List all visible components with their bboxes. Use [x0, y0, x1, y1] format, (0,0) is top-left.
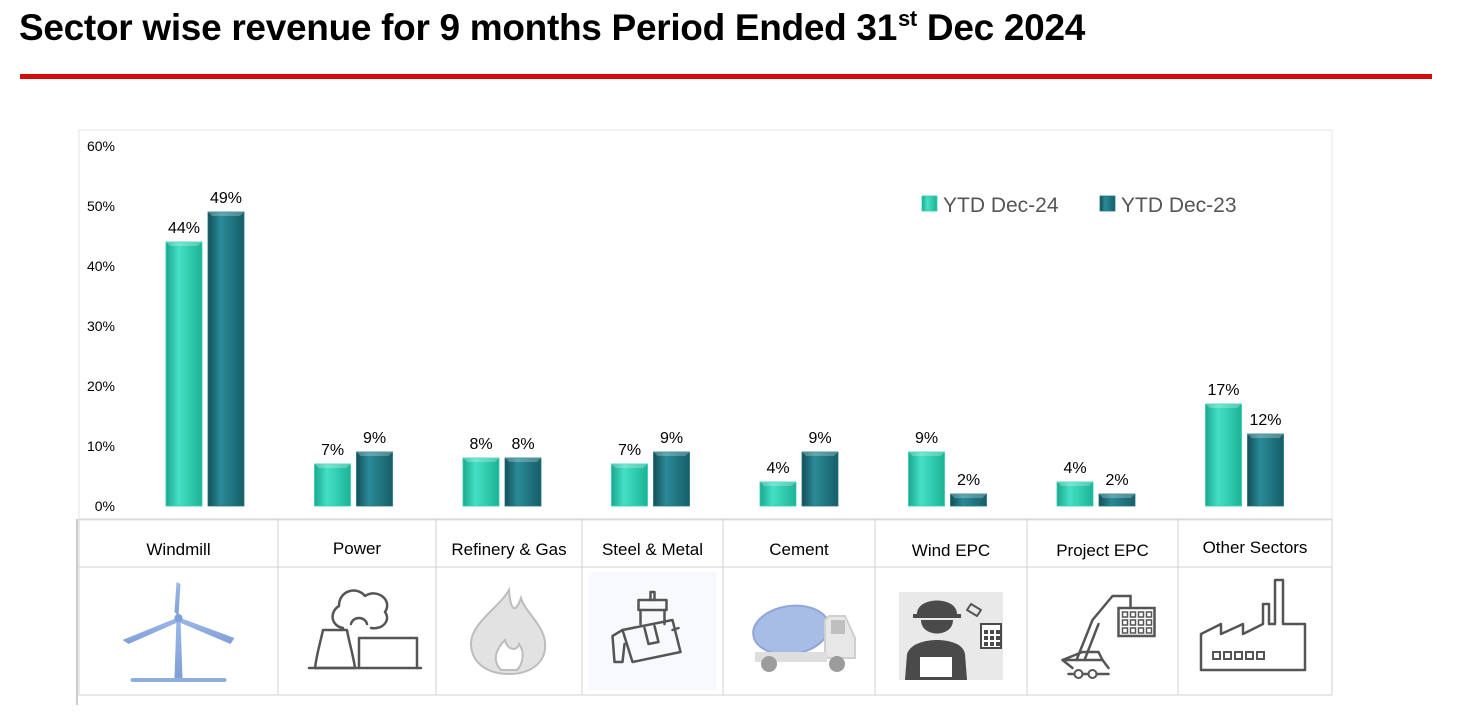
category-label: Cement — [769, 540, 829, 559]
title-main: Sector wise revenue for 9 months Period … — [19, 7, 897, 48]
legend: YTD Dec-24 YTD Dec-23 — [921, 194, 1237, 217]
data-label: 9% — [808, 430, 831, 447]
bar — [356, 451, 393, 507]
bar-bevel — [208, 212, 244, 216]
factory-icon — [1199, 578, 1307, 672]
title-tail: Dec 2024 — [916, 7, 1085, 48]
bar — [462, 457, 500, 507]
bar — [165, 241, 203, 507]
category-label: Windmill — [146, 540, 210, 559]
data-label: 4% — [766, 460, 789, 477]
plot-frame — [78, 129, 1333, 521]
y-tick-label: 60% — [87, 138, 115, 154]
bar — [611, 463, 648, 507]
y-tick-label: 30% — [87, 318, 115, 334]
bar — [314, 463, 351, 507]
bar — [801, 451, 839, 507]
bar-bevel — [950, 494, 987, 498]
data-label: 2% — [957, 472, 980, 489]
y-tick-label: 20% — [87, 378, 115, 394]
legend-label: YTD Dec-24 — [943, 194, 1059, 217]
data-label: 17% — [1207, 382, 1239, 399]
bar — [504, 457, 542, 507]
data-label: 49% — [210, 190, 242, 207]
engineer-icon — [899, 592, 1003, 680]
ladle-icon — [588, 572, 717, 690]
data-label: 9% — [915, 430, 938, 447]
bar-bevel — [802, 452, 838, 456]
title-superscript: st — [897, 6, 917, 31]
power-plant-icon — [307, 589, 423, 670]
bar-bevel — [653, 452, 690, 456]
mixer-truck-icon — [752, 604, 856, 672]
data-label: 8% — [469, 436, 492, 453]
data-label: 7% — [321, 442, 344, 459]
bar — [950, 493, 987, 507]
bar-bevel — [356, 452, 393, 456]
bar-bevel — [463, 458, 499, 462]
legend-swatch — [921, 195, 938, 212]
y-tick-label: 0% — [95, 498, 115, 514]
y-tick-label: 40% — [87, 258, 115, 274]
bar — [653, 451, 690, 507]
bar — [1056, 481, 1094, 507]
category-table: Windmill Power Refinery & Gas Steel & Metal… — [76, 518, 1333, 705]
bars — [165, 211, 1284, 507]
category-label: Other Sectors — [1203, 538, 1308, 557]
category-label: Refinery & Gas — [451, 540, 566, 559]
bar — [908, 451, 945, 507]
category-label: Wind EPC — [912, 541, 990, 560]
sector-icons — [122, 572, 1307, 690]
bar-bevel — [760, 482, 796, 486]
bar — [759, 481, 797, 507]
data-label: 7% — [618, 442, 641, 459]
data-label: 44% — [168, 220, 200, 237]
y-axis: 0% 10% 20% 30% 40% 50% 60% — [87, 138, 115, 514]
bar-bevel — [505, 458, 541, 462]
legend-label: YTD Dec-23 — [1121, 194, 1237, 217]
category-label: Steel & Metal — [602, 540, 703, 559]
windmill-icon — [122, 582, 235, 682]
y-tick-label: 10% — [87, 438, 115, 454]
crane-icon — [1061, 594, 1156, 679]
bar-bevel — [1057, 482, 1093, 486]
data-label: 4% — [1063, 460, 1086, 477]
bar-bevel — [314, 464, 351, 468]
bar-bevel — [166, 242, 202, 246]
data-label: 2% — [1105, 472, 1128, 489]
bar — [1247, 433, 1284, 507]
bar — [1205, 403, 1242, 507]
bar-bevel — [611, 464, 648, 468]
bar-bevel — [1099, 494, 1135, 498]
bar-bevel — [1205, 404, 1242, 408]
y-tick-label: 50% — [87, 198, 115, 214]
page-title: Sector wise revenue for 9 months Period … — [19, 6, 1085, 49]
data-label: 12% — [1249, 412, 1281, 429]
title-rule — [20, 74, 1432, 79]
legend-swatch — [1099, 195, 1116, 212]
data-label: 8% — [511, 436, 534, 453]
bar-bevel — [908, 452, 945, 456]
bar — [1098, 493, 1136, 507]
category-label: Power — [333, 539, 382, 558]
data-label: 9% — [660, 430, 683, 447]
data-label: 9% — [363, 430, 386, 447]
bar — [207, 211, 245, 507]
flame-icon — [469, 586, 547, 676]
category-label: Project EPC — [1056, 541, 1149, 560]
data-labels: 44% 49% 7% 9% 8% 8% 7% 9% 4% 9% 9% 2% 4% 2% 17% 12% — [168, 190, 1282, 489]
bar-bevel — [1247, 434, 1284, 438]
